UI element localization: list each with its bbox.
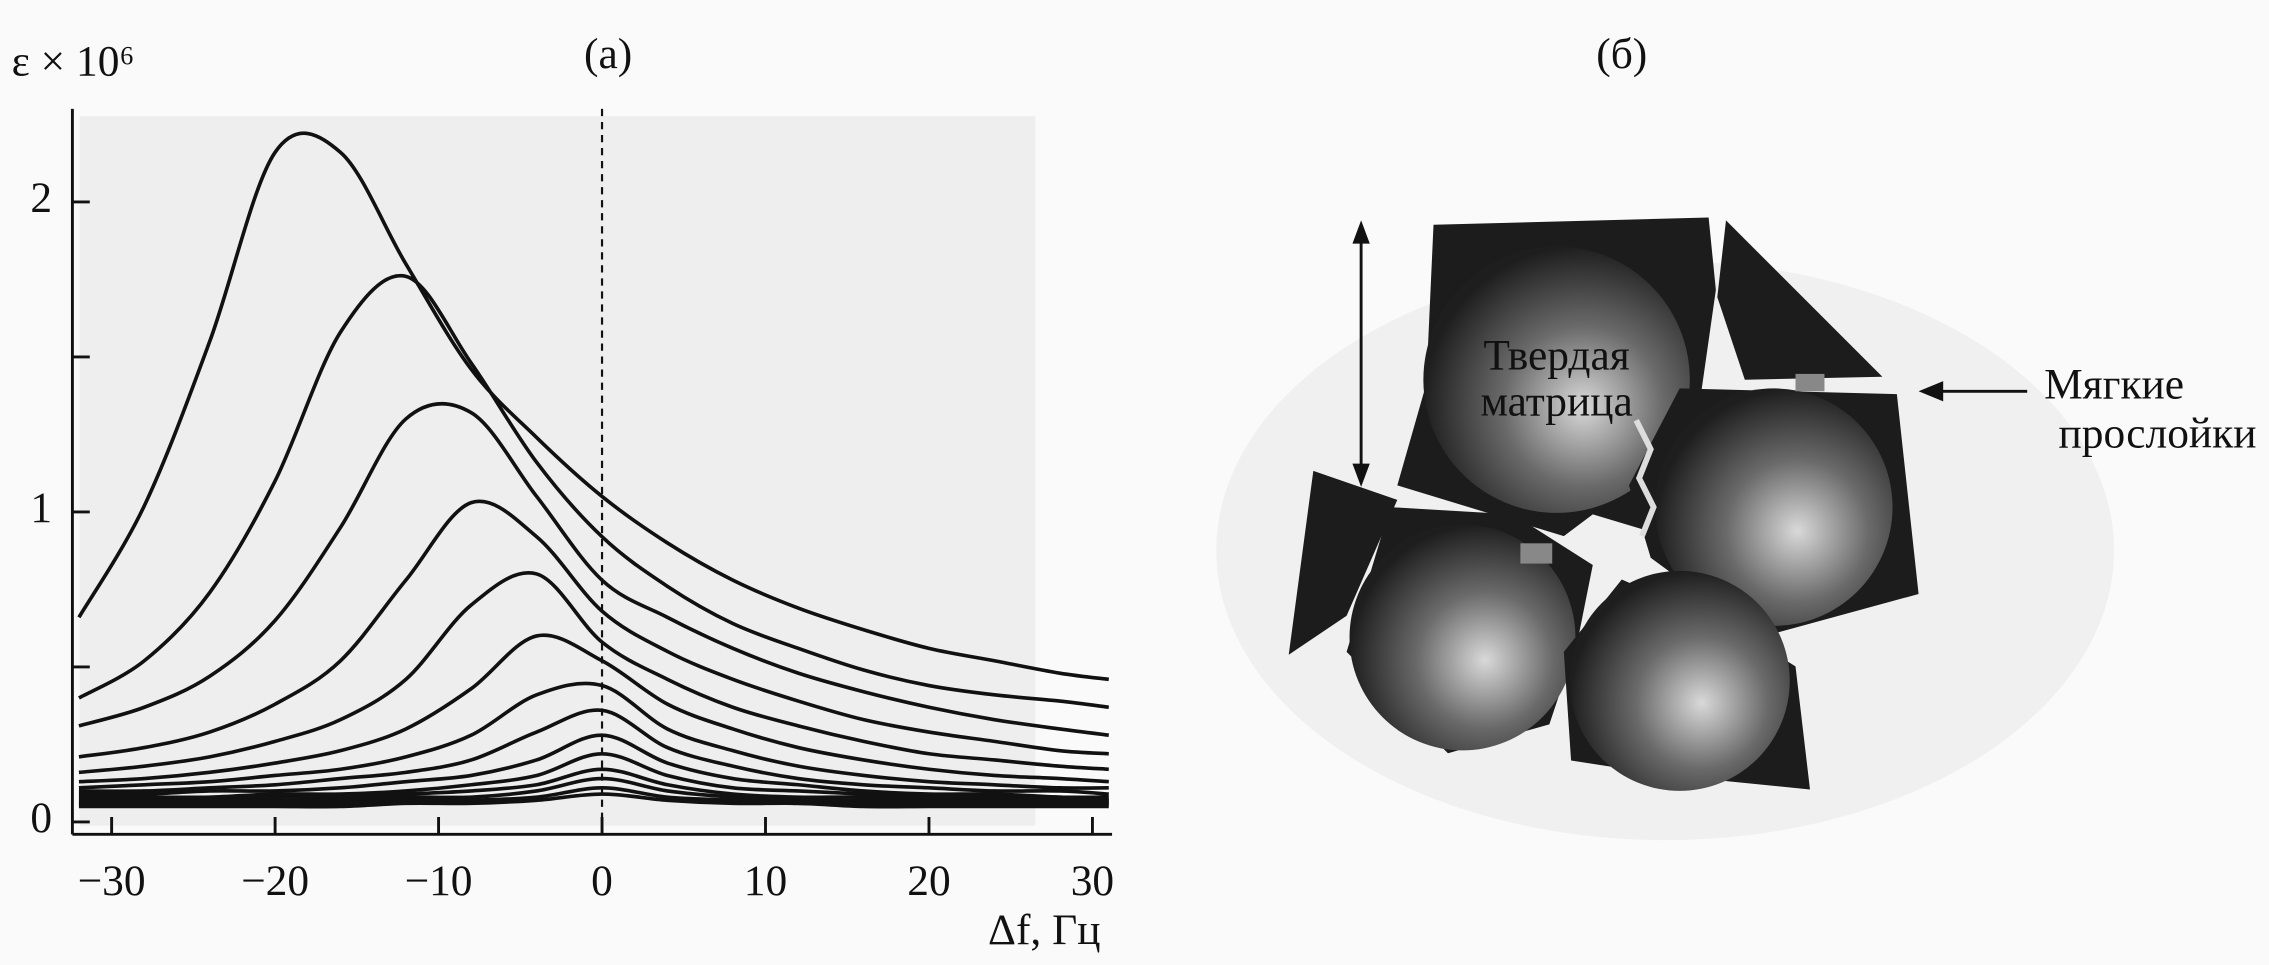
y-tick-label: 1 xyxy=(30,484,52,532)
core-label: Твердая xyxy=(1483,331,1629,379)
layer-label: Мягкие xyxy=(2044,360,2184,408)
x-tick-label: −30 xyxy=(78,857,146,905)
sphere xyxy=(1570,571,1790,791)
panel-label: (a) xyxy=(584,30,632,78)
soft-layer xyxy=(1796,374,1825,391)
x-tick-label: −20 xyxy=(241,857,309,905)
y-tick-label: 2 xyxy=(30,174,52,222)
core-label: матрица xyxy=(1480,378,1632,426)
diagram: (б) Твердая матрица Мягкие прослойки xyxy=(1216,30,2256,840)
x-tick-label: 0 xyxy=(591,857,613,905)
panel-label: (б) xyxy=(1596,30,1647,78)
x-tick-label: 30 xyxy=(1071,857,1114,905)
x-tick-label: 20 xyxy=(907,857,950,905)
y-axis-label: ε × 10⁶ xyxy=(12,37,135,85)
x-tick-label: −10 xyxy=(405,857,473,905)
x-axis-label: Δf, Гц xyxy=(988,906,1100,954)
y-tick-label: 0 xyxy=(30,794,52,842)
x-tick-label: 10 xyxy=(744,857,787,905)
soft-layer xyxy=(1520,543,1552,563)
arrow-head xyxy=(1352,220,1369,243)
figure: 0 1 2 −30 −20 −10 0 10 20 30 (a) ε × 10⁶ Δf, Гц (… xyxy=(0,0,2269,965)
layer-label: прослойки xyxy=(2059,410,2257,458)
plot-background xyxy=(80,116,1036,826)
